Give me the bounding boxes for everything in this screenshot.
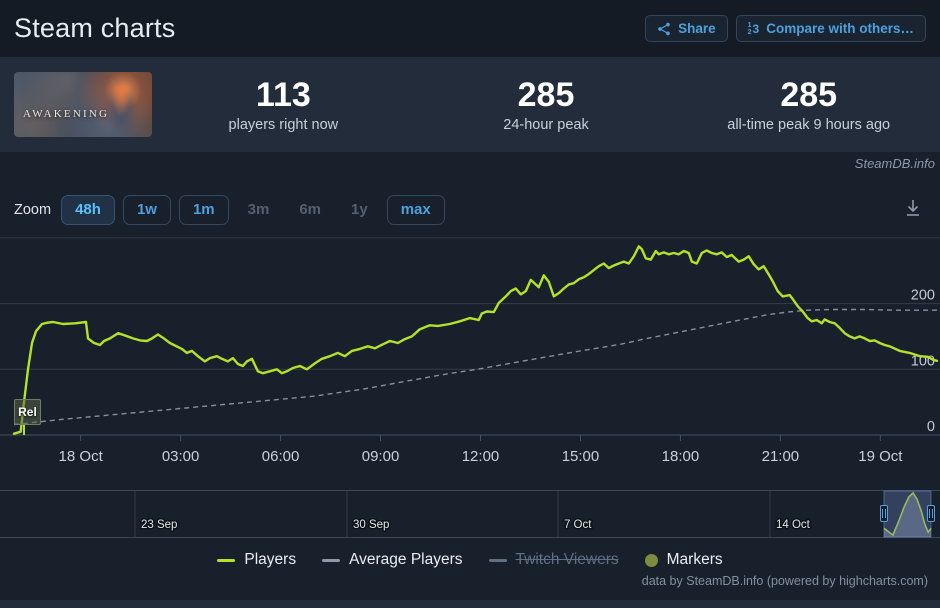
legend-label: Twitch Viewers xyxy=(515,551,619,568)
stat-current-players: 113 players right now xyxy=(152,76,415,133)
zoom-button-1w[interactable]: 1w xyxy=(122,195,171,225)
stat-alltime-peak-label: all-time peak 9 hours ago xyxy=(727,117,891,134)
steamdb-watermark: SteamDB.info xyxy=(854,156,935,171)
legend-label: Players xyxy=(244,551,297,568)
zoom-button-max[interactable]: max xyxy=(386,195,445,225)
share-button[interactable]: Share xyxy=(645,15,728,42)
zoom-button-48h[interactable]: 48h xyxy=(61,195,115,225)
zoom-button-3m: 3m xyxy=(247,201,270,219)
x-axis-label: 15:00 xyxy=(562,448,600,465)
stat-alltime-peak: 285 all-time peak 9 hours ago xyxy=(677,76,940,133)
navigator-handle-left[interactable] xyxy=(879,505,888,522)
navigator-date-label: 14 Oct xyxy=(776,519,811,531)
x-axis-label: 18:00 xyxy=(662,448,700,465)
share-icon xyxy=(657,22,671,36)
legend-swatch xyxy=(322,558,341,562)
navigator-handle-right[interactable] xyxy=(926,505,935,522)
stat-current-players-label: players right now xyxy=(228,117,339,134)
legend-item-average-players[interactable]: Average Players xyxy=(322,551,463,569)
zoom-button-1m[interactable]: 1m xyxy=(178,195,229,225)
y-axis-label-0: 0 xyxy=(927,419,935,435)
share-button-label: Share xyxy=(678,21,716,36)
legend-label: Markers xyxy=(666,551,723,568)
zoom-button-1y: 1y xyxy=(351,201,368,219)
x-axis-label: 09:00 xyxy=(362,448,400,465)
navigator-chart[interactable]: 23 Sep 30 Sep 7 Oct 14 Oct xyxy=(0,490,940,538)
players-line xyxy=(12,245,939,435)
y-axis-label-200: 200 xyxy=(911,288,935,304)
legend-swatch xyxy=(644,553,658,567)
legend-swatch xyxy=(217,558,236,562)
x-axis-label: 21:00 xyxy=(762,448,800,465)
download-chart-icon[interactable] xyxy=(902,196,924,220)
stat-24h-peak-value: 285 xyxy=(517,75,575,114)
stat-24h-peak-label: 24-hour peak xyxy=(503,117,589,134)
game-title: AWAKENING xyxy=(23,108,110,120)
navigator-date-label: 7 Oct xyxy=(564,519,592,531)
x-axis-label: 06:00 xyxy=(262,448,300,465)
zoom-buttons: 48h 1w 1m 3m 6m 1y max xyxy=(61,195,445,225)
x-axis-label: 19 Oct xyxy=(858,448,903,465)
x-axis-label: 12:00 xyxy=(462,448,500,465)
navigator-spark-line xyxy=(883,491,932,537)
legend-item-twitch-viewers[interactable]: Twitch Viewers xyxy=(488,551,619,569)
legend-item-players[interactable]: Players xyxy=(217,551,296,569)
stat-alltime-peak-value: 285 xyxy=(780,75,838,114)
release-flag[interactable]: Rel xyxy=(13,399,41,425)
legend-swatch xyxy=(488,558,507,562)
stat-current-players-value: 113 xyxy=(255,75,311,114)
stats-panel: AWAKENING 113 players right now 285 24-h… xyxy=(0,57,940,152)
page-title: Steam charts xyxy=(14,13,176,43)
average-players-line xyxy=(13,308,937,426)
chart-credits[interactable]: data by SteamDB.info (powered by highcha… xyxy=(641,574,928,588)
navigator-selection[interactable] xyxy=(883,490,932,538)
navigator-spark-area xyxy=(884,493,931,537)
zoom-label: Zoom xyxy=(14,202,52,218)
stat-24h-peak: 285 24-hour peak xyxy=(415,76,678,133)
legend-label: Average Players xyxy=(349,551,463,568)
capsule-character-art xyxy=(104,86,138,137)
x-axis-label: 18 Oct xyxy=(59,448,104,465)
navigator-date-label: 23 Sep xyxy=(141,519,177,531)
release-flag-pole xyxy=(22,424,25,435)
zoom-controls: Zoom 48h 1w 1m 3m 6m 1y max xyxy=(14,195,445,225)
zoom-button-6m: 6m xyxy=(299,201,322,219)
chart-legend: Players Average Players Twitch Viewers Mark… xyxy=(0,545,940,575)
stat-columns: 113 players right now 285 24-hour peak 2… xyxy=(152,76,940,133)
navigator-date-label: 30 Sep xyxy=(353,519,389,531)
next-section-edge xyxy=(0,600,940,608)
game-capsule-image[interactable]: AWAKENING xyxy=(14,72,152,137)
legend-item-markers[interactable]: Markers xyxy=(644,551,723,569)
x-axis-label: 03:00 xyxy=(162,448,200,465)
compare-button-label: Compare with others… xyxy=(766,21,914,36)
